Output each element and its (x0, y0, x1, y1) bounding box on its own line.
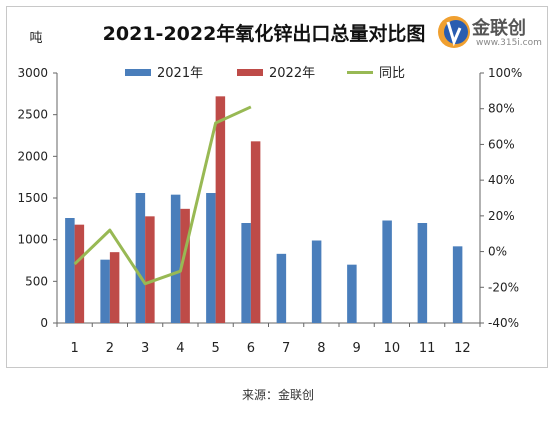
logo-icon (438, 16, 470, 48)
bar-2022 (74, 224, 85, 323)
x-tick-label: 4 (176, 341, 184, 356)
bar-2022 (180, 208, 190, 323)
x-tick-label: 1 (70, 341, 78, 356)
bar-2021 (206, 193, 216, 323)
bar-2022 (215, 96, 226, 323)
bar-2021 (276, 253, 287, 323)
bar-2021 (311, 240, 322, 323)
x-tick-label: 3 (141, 341, 149, 356)
y-right-tick-label: 100% (488, 66, 522, 80)
source-caption: 来源：金联创 (241, 388, 314, 402)
y-right-tick-label: 20% (488, 209, 515, 223)
y-right-tick-label: 60% (488, 137, 515, 151)
x-tick-label: 7 (282, 341, 290, 356)
legend-swatch (237, 69, 263, 76)
line-yoy (73, 105, 252, 286)
bar-2021 (417, 223, 428, 323)
y-right-tick-label: -20% (488, 280, 519, 294)
y-right-tick-label: 40% (488, 173, 515, 187)
y-axis-unit-label: 吨 (29, 31, 42, 46)
bar-2021 (382, 220, 392, 323)
y-left-tick-label: 1000 (17, 233, 48, 247)
bar-2021 (100, 259, 110, 323)
y-left-tick-label: 1500 (17, 191, 48, 205)
x-tick-label: 2 (106, 341, 114, 356)
logo-text: 金联创 (472, 18, 526, 39)
legend-label: 同比 (379, 66, 405, 81)
bar-2021 (170, 194, 181, 323)
legend-label: 2021年 (157, 66, 203, 81)
x-tick-label: 6 (247, 341, 255, 356)
x-tick-label: 9 (352, 341, 360, 356)
bar-2021 (347, 264, 357, 323)
legend-label: 2022年 (269, 66, 315, 81)
y-right-tick-label: -40% (488, 316, 519, 330)
y-right-tick-label: 0% (488, 245, 507, 259)
y-left-tick-label: 3000 (17, 66, 48, 80)
chart-title: 2021-2022年氧化锌出口总量对比图 (103, 22, 426, 45)
legend-swatch (125, 69, 151, 76)
bar-2021 (65, 218, 75, 323)
bar-2022 (250, 141, 261, 323)
bar-2021 (135, 193, 146, 323)
bar-2022 (145, 216, 155, 323)
y-left-tick-label: 500 (25, 274, 48, 288)
bar-2021 (241, 223, 251, 323)
y-left-tick-label: 2000 (17, 149, 48, 163)
logo-url: www.315i.com (476, 38, 542, 48)
x-tick-label: 12 (454, 341, 471, 356)
y-left-tick-label: 0 (40, 316, 48, 330)
x-tick-label: 11 (419, 341, 436, 356)
x-tick-label: 5 (211, 341, 219, 356)
bar-2021 (452, 246, 463, 323)
bar-2022 (109, 252, 120, 323)
x-tick-label: 10 (384, 341, 401, 356)
logo (436, 12, 546, 54)
x-tick-label: 8 (317, 341, 325, 356)
y-right-tick-label: 80% (488, 102, 515, 116)
y-left-tick-label: 2500 (17, 108, 48, 122)
